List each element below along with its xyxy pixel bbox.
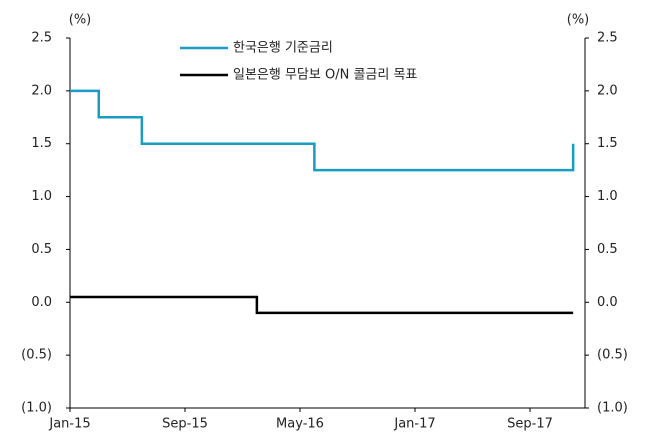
y2-tick-label: (1.0) — [597, 401, 628, 416]
x-tick-label: Jan-15 — [48, 417, 90, 432]
legend-label: 한국은행 기준금리 — [233, 40, 333, 56]
y-tick-label: 1.5 — [31, 136, 52, 151]
legend-label: 일본은행 무담보 O/N 콜금리 목표 — [233, 67, 417, 83]
y2-tick-label: (0.5) — [597, 348, 628, 363]
series-line — [70, 89, 575, 172]
y2-tick-label: 0.5 — [597, 242, 618, 257]
y-tick-label: 2.5 — [31, 31, 52, 46]
y2-tick-label: 2.5 — [597, 31, 618, 46]
y-tick-label: (1.0) — [21, 401, 52, 416]
x-tick-label: May-16 — [276, 417, 324, 432]
y-tick-label: 0.0 — [31, 295, 52, 310]
x-tick-label: Sep-15 — [162, 417, 208, 432]
x-tick-label: Sep-17 — [507, 417, 553, 432]
y2-tick-label: 1.0 — [597, 189, 618, 204]
x-tick-label: Jan-17 — [393, 417, 435, 432]
series-line — [70, 295, 574, 315]
y2-axis-label: (%) — [567, 13, 590, 28]
y2-tick-label: 1.5 — [597, 136, 618, 151]
y-tick-label: 2.0 — [31, 83, 52, 98]
y2-tick-label: 0.0 — [597, 295, 618, 310]
y-axis-label: (%) — [69, 13, 92, 28]
y-tick-label: 0.5 — [31, 242, 52, 257]
y2-tick-label: 2.0 — [597, 83, 618, 98]
y-tick-label: (0.5) — [21, 348, 52, 363]
y-tick-label: 1.0 — [31, 189, 52, 204]
